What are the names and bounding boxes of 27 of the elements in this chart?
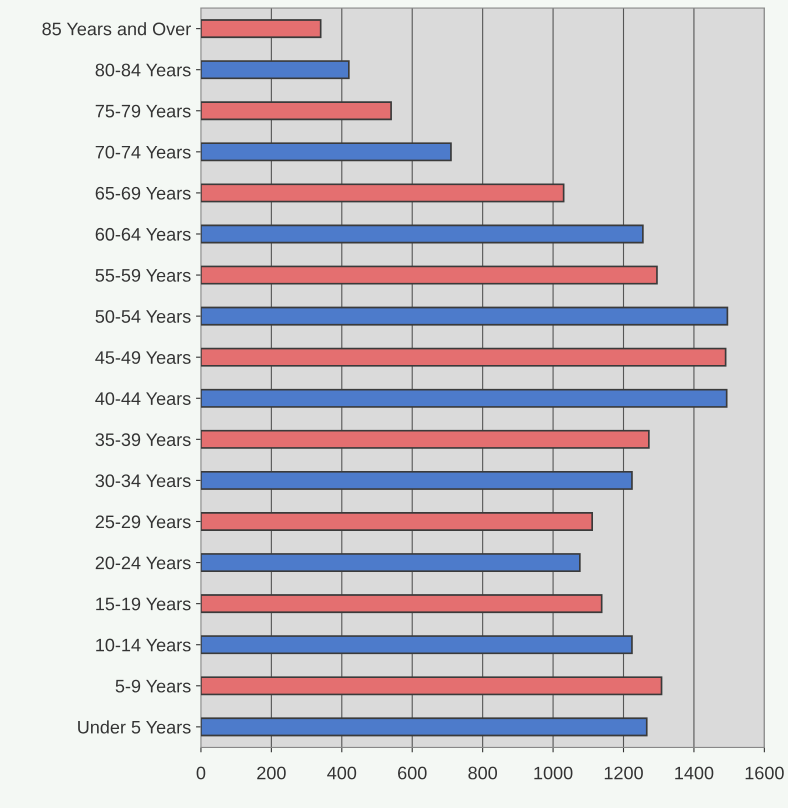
y-tick-label: 75-79 Years: [96, 104, 191, 118]
y-tick-label: 70-74 Years: [96, 146, 191, 159]
y-tick-label: 40-44 Years: [95, 392, 191, 405]
y-tick-label: 50-54 Years: [96, 310, 191, 323]
y-tick-label: 20-24 Years: [96, 556, 191, 570]
x-tick-label: 1000: [534, 766, 572, 780]
y-tick-label: 55-59 Years: [96, 268, 191, 282]
y-tick-label: Under 5 Years: [78, 720, 191, 734]
y-tick-label: 65-69 Years: [96, 186, 191, 200]
y-tick-label: 15-19 Years: [96, 598, 191, 610]
y-tick-label: 85 Years and Over: [42, 22, 191, 36]
x-tick-label: 1600: [746, 766, 784, 780]
x-tick-label: 400: [327, 766, 356, 780]
x-tick-label: 600: [398, 766, 427, 780]
y-tick-label: 10-14 Years: [96, 638, 191, 652]
y-tick-label: 25-29 Years: [96, 515, 191, 528]
y-tick-label: 80-84 Years: [96, 64, 191, 76]
x-tick-label: 0: [196, 766, 206, 780]
y-tick-label: 5-9 Years: [116, 680, 191, 693]
y-tick-label: 35-39 Years: [96, 433, 191, 446]
y-tick-label: 60-64 Years: [96, 228, 191, 241]
y-tick-label: 30-34 Years: [96, 474, 191, 488]
y-tick-label: 45-49 Years: [95, 351, 191, 364]
x-tick-label: 1200: [604, 766, 643, 780]
x-tick-label: 800: [468, 766, 498, 780]
x-tick-label: 200: [257, 766, 286, 780]
x-tick-label: 1400: [675, 766, 714, 780]
